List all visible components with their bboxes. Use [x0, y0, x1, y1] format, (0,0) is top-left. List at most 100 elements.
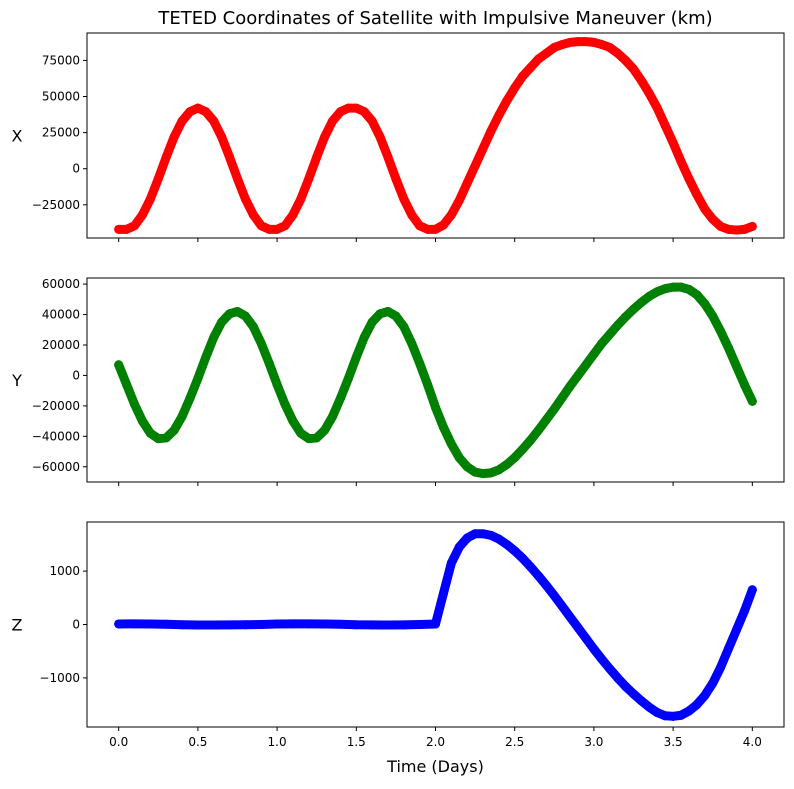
- data-point-z: [272, 619, 282, 629]
- x-tick-label: 4.0: [743, 735, 762, 749]
- data-point-x: [621, 55, 631, 65]
- data-point-z: [652, 708, 662, 718]
- plots: −25000 0 25000 50000 75000 X −60000 −40000 −2000…: [11, 32, 785, 749]
- data-point-y: [201, 352, 211, 362]
- data-point-z: [470, 529, 480, 539]
- axes-frame-y: [86, 277, 785, 483]
- y-axis-label-x: X: [12, 127, 23, 146]
- data-point-y: [621, 312, 631, 322]
- data-point-x: [708, 214, 718, 224]
- data-point-z: [581, 633, 591, 643]
- series-x: [114, 37, 757, 235]
- data-point-x: [454, 195, 464, 205]
- data-point-x: [320, 132, 330, 142]
- data-point-x: [518, 71, 528, 81]
- data-point-x: [145, 194, 155, 204]
- data-point-y: [407, 338, 417, 348]
- data-point-y: [692, 290, 702, 300]
- data-point-y: [454, 453, 464, 463]
- data-point-x: [272, 224, 282, 234]
- y-tick-label-x: 0: [72, 162, 80, 176]
- data-point-x: [122, 224, 132, 234]
- data-point-z: [644, 702, 654, 712]
- series-line-x: [114, 37, 757, 235]
- data-point-z: [256, 620, 266, 629]
- data-point-y: [130, 399, 140, 409]
- data-point-x: [486, 126, 496, 136]
- data-point-y: [724, 343, 734, 353]
- data-point-y: [652, 287, 662, 297]
- x-tick-label: 2.0: [426, 735, 445, 749]
- data-point-x: [573, 37, 583, 47]
- data-point-y: [438, 422, 448, 432]
- x-axis-label: Time (Days): [386, 757, 484, 776]
- data-point-x: [438, 220, 448, 230]
- subplot-x: −25000 0 25000 50000 75000 X: [12, 32, 785, 242]
- y-tick-label-y: −40000: [32, 429, 80, 443]
- data-point-z: [304, 619, 314, 629]
- data-point-z: [438, 589, 448, 599]
- data-point-x: [153, 174, 163, 184]
- x-tick-label: 0.5: [188, 735, 207, 749]
- data-point-y: [565, 381, 575, 391]
- data-point-y: [510, 453, 520, 463]
- data-point-z: [431, 619, 440, 629]
- data-point-y: [644, 291, 654, 301]
- data-point-x: [613, 48, 623, 58]
- data-point-x: [375, 132, 385, 142]
- data-point-z: [629, 689, 639, 699]
- data-point-x: [470, 161, 480, 171]
- data-point-x: [589, 37, 599, 47]
- data-point-z: [518, 553, 528, 563]
- data-point-y: [169, 425, 179, 435]
- data-point-x: [700, 204, 710, 214]
- data-point-z: [565, 612, 575, 622]
- data-point-x: [605, 42, 615, 52]
- data-point-y: [328, 412, 338, 422]
- data-point-z: [526, 562, 536, 572]
- y-tick-label-z: −1000: [39, 671, 80, 685]
- data-point-z: [494, 534, 504, 544]
- data-point-y: [225, 309, 235, 319]
- data-point-x: [367, 116, 377, 126]
- data-point-y: [177, 412, 187, 422]
- data-point-y: [549, 404, 559, 414]
- data-point-x: [557, 40, 567, 50]
- y-tick-label-y: 60000: [42, 277, 80, 291]
- data-point-x: [684, 174, 694, 184]
- x-tick-label: 2.5: [505, 735, 524, 749]
- data-point-y: [636, 297, 646, 307]
- data-point-z: [541, 581, 551, 591]
- data-point-x: [351, 103, 361, 113]
- data-point-x: [169, 132, 179, 142]
- data-point-x: [597, 40, 607, 50]
- data-point-x: [462, 178, 472, 188]
- data-point-z: [288, 619, 298, 629]
- data-point-x: [415, 221, 425, 231]
- data-point-x: [692, 190, 702, 200]
- data-point-y: [320, 425, 330, 435]
- data-point-y: [605, 329, 615, 339]
- data-point-x: [510, 83, 520, 93]
- y-tick-label-y: 0: [72, 368, 80, 382]
- y-tick-label-y: −60000: [32, 460, 80, 474]
- data-point-z: [446, 558, 456, 568]
- data-point-y: [185, 393, 195, 403]
- data-point-x: [137, 210, 147, 220]
- data-point-y: [383, 306, 393, 316]
- data-point-y: [462, 462, 472, 472]
- series-y: [114, 282, 757, 479]
- data-point-z: [660, 711, 670, 721]
- data-point-x: [636, 76, 646, 86]
- data-point-z: [739, 606, 749, 616]
- data-point-z: [225, 620, 235, 630]
- data-point-y: [716, 326, 726, 336]
- data-point-y: [240, 311, 250, 321]
- data-point-x: [731, 225, 741, 235]
- data-point-y: [312, 433, 322, 443]
- data-point-z: [549, 591, 559, 601]
- data-point-y: [446, 439, 456, 449]
- data-point-z: [145, 619, 155, 629]
- data-point-x: [248, 210, 258, 220]
- data-point-x: [431, 224, 440, 234]
